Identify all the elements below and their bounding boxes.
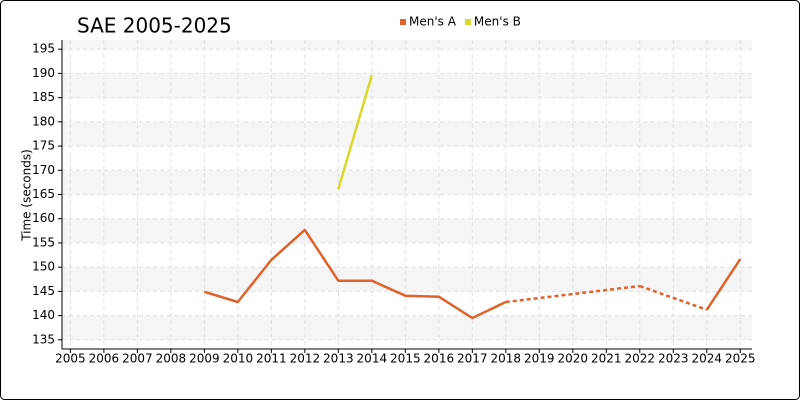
- x-tick-label: 2018: [491, 352, 522, 366]
- x-tick-label: 2008: [156, 352, 187, 366]
- grid-band: [62, 170, 752, 195]
- x-tick-label: 2023: [658, 352, 689, 366]
- x-tick-label: 2024: [692, 352, 723, 366]
- y-tick-label: 170: [32, 163, 55, 177]
- x-tick-label: 2020: [558, 352, 589, 366]
- grid-band: [62, 315, 752, 340]
- chart-title: SAE 2005-2025: [77, 14, 232, 38]
- x-tick-label: 2021: [591, 352, 622, 366]
- x-tick-label: 2009: [189, 352, 220, 366]
- x-tick-label: 2025: [725, 352, 756, 366]
- legend-label: Men's A: [409, 15, 457, 29]
- x-tick-label: 2017: [457, 352, 488, 366]
- x-tick-label: 2012: [290, 352, 321, 366]
- y-tick-label: 140: [32, 308, 55, 322]
- grid-band: [62, 267, 752, 292]
- legend-swatch: [400, 19, 406, 25]
- x-tick-label: 2022: [625, 352, 656, 366]
- y-tick-label: 190: [32, 66, 55, 80]
- grid-band: [62, 218, 752, 243]
- series-line: [204, 228, 742, 320]
- y-tick-label: 160: [32, 211, 55, 225]
- legend-label: Men's B: [474, 15, 521, 29]
- y-tick-label: 165: [32, 187, 55, 201]
- x-tick-label: 2013: [323, 352, 354, 366]
- grid-band: [62, 121, 752, 147]
- grid-band: [62, 40, 752, 50]
- x-tick-label: 2005: [55, 352, 86, 366]
- y-tick-label: 195: [32, 42, 55, 56]
- y-axis-label: Time (seconds): [20, 149, 34, 242]
- x-tick-label: 2019: [524, 352, 555, 366]
- x-tick-label: 2011: [256, 352, 287, 366]
- y-tick-label: 180: [32, 114, 55, 128]
- legend-swatch: [464, 19, 471, 25]
- gap-connector: [505, 284, 640, 304]
- y-tick-label: 150: [32, 260, 55, 274]
- gap-connector: [639, 284, 708, 311]
- x-tick-label: 2006: [89, 352, 120, 366]
- y-tick-label: 175: [32, 139, 55, 153]
- x-tick-label: 2014: [357, 352, 388, 366]
- y-tick-label: 185: [32, 90, 55, 104]
- x-tick-label: 2016: [424, 352, 455, 366]
- grid-band: [62, 73, 752, 98]
- x-tick-label: 2007: [122, 352, 153, 366]
- x-tick-label: 2015: [390, 352, 421, 366]
- x-tick-label: 2010: [223, 352, 254, 366]
- y-tick-label: 155: [32, 235, 55, 249]
- y-tick-label: 145: [32, 284, 55, 298]
- y-tick-label: 135: [32, 332, 55, 346]
- series-line: [337, 75, 373, 190]
